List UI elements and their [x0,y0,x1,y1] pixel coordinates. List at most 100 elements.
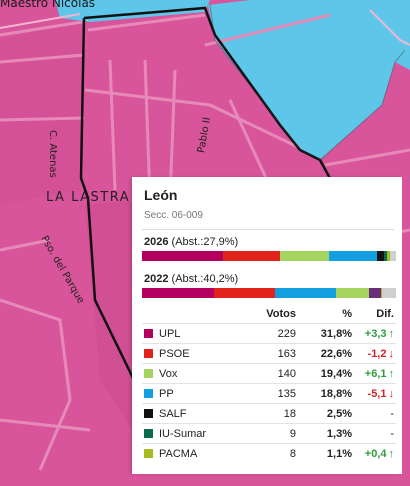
district-label-la-lastra: LA LASTRA [46,190,131,205]
diff-cell: - [354,423,396,444]
abstention-2022: (Abst.:40,2%) [171,273,239,285]
pct-cell: 1,1% [298,443,354,463]
diff-cell: -5,1 ↓ [354,383,396,404]
party-color-swatch [144,448,153,458]
party-cell: UPL [142,323,242,344]
bar-segment-psoe [222,251,281,261]
bar-segment-psoe [214,288,275,298]
arrow-up-icon: ↑ [388,447,395,460]
party-color-swatch [144,368,153,378]
bar-segment-pacma [386,251,390,261]
divider [142,229,394,230]
map-tile-shading [0,20,85,205]
party-color-swatch [144,408,153,418]
bar-segment-vox [280,251,330,261]
abstention-2026: (Abst.:27,9%) [171,236,239,248]
party-color-swatch [144,328,153,338]
diff-cell: +6,1 ↑ [354,363,396,384]
col-pct: % [342,307,352,320]
party-cell: PSOE [142,343,242,364]
diff-value: - [390,407,394,420]
diff-value: +6,1 [364,367,387,380]
votes-cell: 18 [242,403,298,424]
pct-cell: 2,5% [298,403,354,424]
results-bar-2022 [142,288,396,298]
place-title: León [144,187,178,203]
diff-value: -5,1 [367,387,387,400]
votes-cell: 229 [242,323,298,344]
bar-segment-pacma [380,288,383,298]
section-code: Secc. 06-009 [144,210,203,221]
table-row[interactable]: PSOE 163 22,6% -1,2 ↓ [142,343,396,364]
arrow-up-icon: ↑ [388,367,395,380]
party-color-swatch [144,388,153,398]
diff-value: -1,2 [367,347,387,360]
diff-cell: - [354,403,396,424]
bar-segment-iu-sumar [383,251,387,261]
party-name: Vox [159,367,178,380]
results-table: Votos % Dif. UPL 229 31,8% +3,3 ↑ PSOE 163 22,6… [142,304,396,463]
diff-value: +3,3 [364,327,387,340]
map-tile-shading [85,200,140,430]
bar-segment-salf [377,251,384,261]
results-panel: León Secc. 06-009 2026 (Abst.:27,9%) 202… [132,177,402,474]
bar-segment-otros [389,251,396,261]
section-boundary [79,6,334,379]
street-label-maestro-nicolas: Maestro Nicolás [0,0,96,10]
votes-cell: 135 [242,383,298,404]
table-row[interactable]: PACMA 8 1,1% +0,4 ↑ [142,443,396,463]
pct-cell: 19,4% [298,363,354,384]
year-2026-line: 2026 (Abst.:27,9%) [144,236,238,248]
party-color-swatch [144,428,153,438]
pct-cell: 22,6% [298,343,354,364]
col-votes: Votos [266,307,296,320]
bar-segment-otros [382,288,396,298]
arrow-down-icon: ↓ [388,387,395,400]
table-row[interactable]: IU-Sumar 9 1,3% - [142,423,396,444]
table-row[interactable]: Vox 140 19,4% +6,1 ↑ [142,363,396,384]
party-color-swatch [144,348,153,358]
diff-cell: +3,3 ↑ [354,323,396,344]
arrow-up-icon: ↑ [388,327,395,340]
arrow-down-icon: ↓ [388,347,395,360]
bar-segment-pp [274,288,336,298]
col-party [142,304,242,324]
street-label-atenas: C. Atenas [47,130,58,178]
party-name: IU-Sumar [159,427,207,440]
year-2026: 2026 [144,236,169,248]
votes-cell: 163 [242,343,298,364]
bar-segment-podemos [369,288,381,298]
party-name: SALF [159,407,187,420]
bar-segment-vox [335,288,370,298]
votes-cell: 9 [242,423,298,444]
col-diff: Dif. [376,307,394,320]
diff-value: - [390,427,394,440]
party-cell: IU-Sumar [142,423,242,444]
table-row[interactable]: SALF 18 2,5% - [142,403,396,424]
party-name: PP [159,387,174,400]
road-network-white [0,9,410,46]
pp-area[interactable] [208,0,410,160]
bar-segment-upl [142,288,215,298]
diff-cell: -1,2 ↓ [354,343,396,364]
year-2022: 2022 [144,273,169,285]
diff-cell: +0,4 ↑ [354,443,396,463]
bar-segment-pp [329,251,378,261]
party-name: UPL [159,327,181,340]
party-name: PACMA [159,447,198,460]
party-cell: PACMA [142,443,242,463]
party-cell: Vox [142,363,242,384]
table-header: Votos % Dif. [142,304,396,324]
year-2022-line: 2022 (Abst.:40,2%) [144,273,238,285]
diff-value: +0,4 [364,447,387,460]
pct-cell: 18,8% [298,383,354,404]
table-row[interactable]: PP 135 18,8% -5,1 ↓ [142,383,396,404]
bar-segment-upl [142,251,223,261]
votes-cell: 8 [242,443,298,463]
pct-cell: 31,8% [298,323,354,344]
pp-area-outline [209,4,406,161]
table-row[interactable]: UPL 229 31,8% +3,3 ↑ [142,323,396,344]
party-cell: PP [142,383,242,404]
votes-cell: 140 [242,363,298,384]
pct-cell: 1,3% [298,423,354,444]
